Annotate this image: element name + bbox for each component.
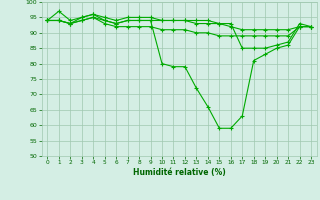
X-axis label: Humidité relative (%): Humidité relative (%) (133, 168, 226, 177)
